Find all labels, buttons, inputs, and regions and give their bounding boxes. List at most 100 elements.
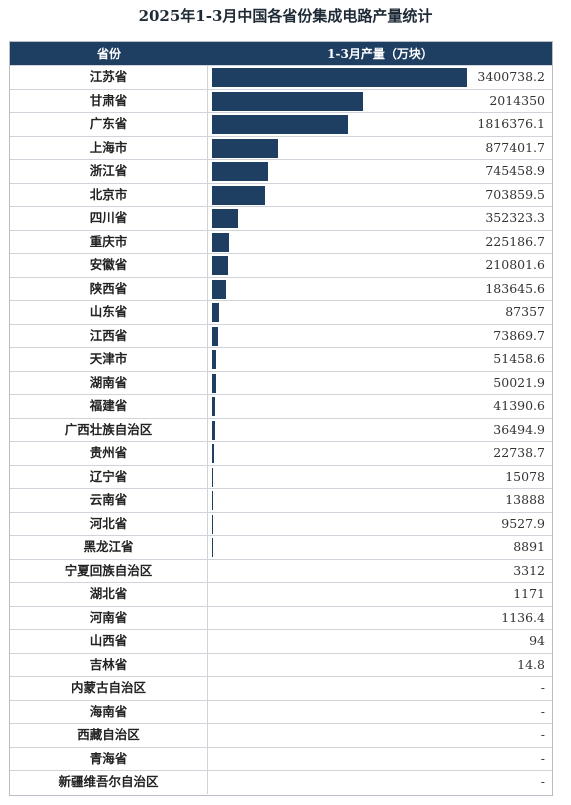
table-row: 黑龙江省 8891	[10, 535, 552, 559]
table-row: 河北省 9527.9	[10, 511, 552, 536]
data-label: 94	[529, 633, 545, 648]
table-row: 山东省 87357	[10, 300, 552, 324]
data-label: 73869.7	[493, 327, 545, 343]
table-row: 浙江省 745458.9	[10, 159, 552, 183]
data-label: 225186.7	[485, 233, 545, 249]
table-body: 江苏省 3400738.2 甘肃省 2014350 广东省 1816376.1 上海市 877…	[10, 65, 552, 794]
province-label: 上海市	[10, 136, 208, 159]
value-cell: -	[208, 748, 552, 771]
value-cell: 14.8	[208, 654, 552, 677]
province-label: 广西壮族自治区	[10, 418, 208, 441]
table-row: 江西省 73869.7	[10, 323, 552, 347]
province-label: 内蒙古自治区	[10, 677, 208, 700]
province-label: 江西省	[10, 324, 208, 347]
data-label: 1816376.1	[477, 116, 545, 131]
bar	[212, 185, 265, 205]
data-label: 703859.5	[485, 186, 545, 202]
table-row: 新疆维吾尔自治区 -	[10, 770, 552, 794]
table-row: 吉林省 14.8	[10, 652, 552, 677]
table-row: 广东省 1816376.1	[10, 112, 552, 136]
province-label: 海南省	[10, 700, 208, 723]
data-label: 41390.6	[493, 398, 545, 413]
value-cell: 41390.6	[208, 395, 552, 418]
province-label: 安徽省	[10, 254, 208, 277]
province-label: 吉林省	[10, 653, 208, 676]
table-row: 湖北省 1171	[10, 582, 552, 606]
data-label: -	[540, 727, 545, 742]
value-cell: 87357	[208, 301, 552, 324]
bar	[212, 68, 467, 87]
bar	[212, 303, 219, 322]
table-row: 宁夏回族自治区 3312	[10, 558, 552, 582]
value-cell: 8891	[208, 536, 552, 559]
value-cell: 9527.9	[208, 513, 552, 536]
bar	[212, 373, 216, 393]
data-label: 50021.9	[493, 374, 545, 390]
data-label: 183645.6	[485, 280, 545, 296]
data-label: 2014350	[489, 92, 545, 108]
value-cell: 703859.5	[208, 184, 552, 207]
value-cell: 210801.6	[208, 254, 552, 277]
bar	[212, 115, 349, 134]
data-label: 15078	[505, 468, 545, 484]
value-cell: 1171	[208, 583, 552, 606]
province-label: 甘肃省	[10, 89, 208, 112]
value-cell: 1136.4	[208, 607, 552, 630]
province-label: 贵州省	[10, 442, 208, 465]
bar	[212, 444, 214, 463]
table-row: 广西壮族自治区 36494.9	[10, 417, 552, 441]
table-row: 甘肃省 2014350	[10, 88, 552, 113]
value-cell: 3400738.2	[208, 66, 552, 89]
bar	[212, 514, 213, 534]
table-row: 四川省 352323.3	[10, 206, 552, 230]
data-label: 51458.6	[493, 351, 545, 366]
data-label: 9527.9	[501, 515, 545, 531]
value-cell: 1816376.1	[208, 113, 552, 136]
bar	[212, 467, 214, 487]
value-cell: 877401.7	[208, 137, 552, 160]
data-label: 1136.4	[501, 609, 545, 625]
province-label: 湖南省	[10, 371, 208, 394]
data-label: 210801.6	[485, 257, 545, 272]
data-label: 352323.3	[485, 210, 545, 225]
value-cell: -	[208, 771, 552, 794]
data-label: 3312	[513, 562, 545, 578]
province-label: 江苏省	[10, 66, 208, 89]
value-cell: 745458.9	[208, 160, 552, 183]
data-label: 13888	[505, 492, 545, 507]
province-label: 宁夏回族自治区	[10, 559, 208, 582]
province-label: 西藏自治区	[10, 724, 208, 747]
table-row: 重庆市 225186.7	[10, 229, 552, 253]
data-label: 745458.9	[485, 163, 545, 178]
value-cell: -	[208, 677, 552, 700]
value-cell: 2014350	[208, 90, 552, 113]
province-label: 河北省	[10, 512, 208, 535]
province-label: 湖北省	[10, 583, 208, 606]
bar	[212, 420, 215, 440]
province-label: 福建省	[10, 395, 208, 418]
province-label: 山东省	[10, 301, 208, 324]
data-table: 省份 1-3月产量（万块） 江苏省 3400738.2 甘肃省 2014350 广东省 1…	[9, 41, 553, 796]
table-row: 江苏省 3400738.2	[10, 65, 552, 89]
value-cell: -	[208, 701, 552, 724]
province-label: 河南省	[10, 606, 208, 629]
data-label: -	[540, 750, 545, 766]
table-row: 上海市 877401.7	[10, 135, 552, 160]
header-value: 1-3月产量（万块）	[327, 47, 433, 61]
bar	[212, 538, 213, 557]
value-cell: 352323.3	[208, 207, 552, 230]
bar	[212, 209, 239, 228]
table-row: 贵州省 22738.7	[10, 441, 552, 465]
table-row: 福建省 41390.6	[10, 394, 552, 418]
table-header: 省份 1-3月产量（万块）	[10, 42, 552, 65]
province-label: 黑龙江省	[10, 536, 208, 559]
table-row: 海南省 -	[10, 699, 552, 724]
province-label: 北京市	[10, 183, 208, 206]
value-cell: 183645.6	[208, 278, 552, 301]
table-row: 天津市 51458.6	[10, 347, 552, 371]
bar	[212, 232, 229, 252]
data-label: 8891	[513, 539, 545, 554]
table-row: 青海省 -	[10, 746, 552, 771]
province-label: 辽宁省	[10, 465, 208, 488]
value-cell: 22738.7	[208, 442, 552, 465]
